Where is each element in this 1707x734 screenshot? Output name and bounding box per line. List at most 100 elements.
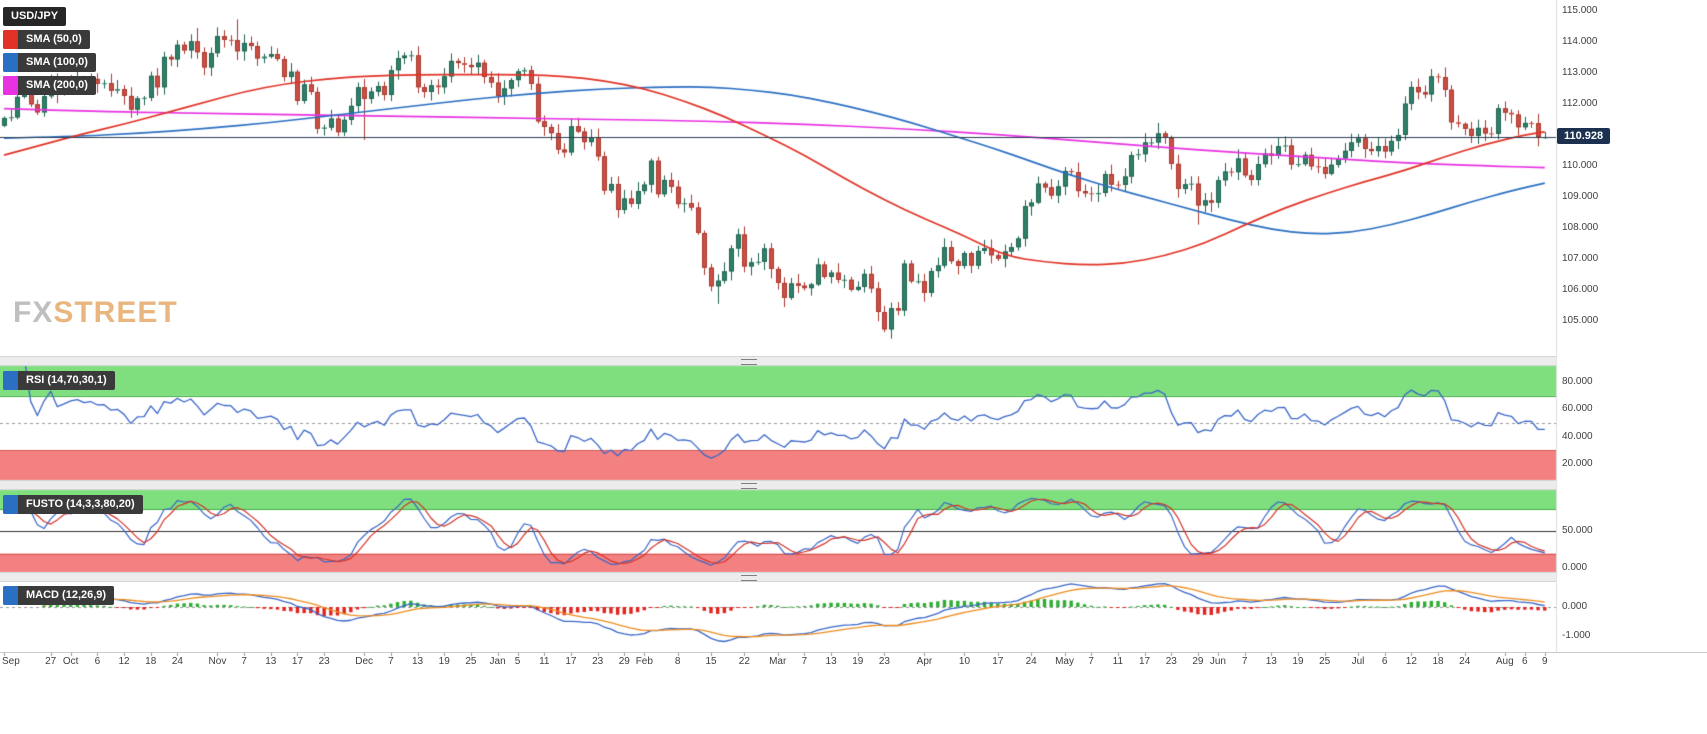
resize-grip-icon	[741, 483, 757, 489]
time-axis-label: Nov	[208, 656, 227, 667]
time-axis-label: 24	[1459, 656, 1471, 667]
rsi-color-chip	[3, 371, 18, 390]
time-axis-label: 23	[878, 656, 890, 667]
stochastic-label: FUSTO (14,3,3,80,20)	[26, 498, 135, 510]
time-axis-label: 13	[265, 656, 277, 667]
time-axis-line	[0, 652, 1707, 653]
time-axis-label: 22	[738, 656, 750, 667]
sma50-label: SMA (50,0)	[26, 33, 82, 45]
stoch-axis-label: 50.000	[1562, 525, 1593, 537]
time-axis-label: 23	[1165, 656, 1177, 667]
stochastic-legend-badge[interactable]: FUSTO (14,3,3,80,20)	[3, 495, 143, 514]
symbol-legend-badge[interactable]: USD/JPY	[3, 7, 67, 26]
time-axis-label: 17	[291, 656, 304, 667]
time-axis-label: 17	[565, 656, 577, 667]
time-axis-label: 7	[388, 656, 394, 667]
time-axis-label: Oct	[62, 656, 79, 667]
time-axis-label: 19	[1292, 656, 1304, 667]
time-axis-label: Sep	[2, 656, 20, 667]
macd-legend-badge[interactable]: MACD (12,26,9)	[3, 586, 115, 605]
time-axis-label: 15	[705, 656, 717, 667]
panel-resize-handle-stoch-macd[interactable]	[0, 572, 1556, 582]
sma200-legend-badge[interactable]: SMA (200,0)	[3, 76, 96, 95]
macd-axis-label: -1.000	[1562, 630, 1591, 642]
sma200-color-chip	[3, 76, 18, 95]
price-axis-label: 113.000	[1562, 67, 1598, 78]
time-axis-label: 25	[465, 656, 477, 667]
time-axis-label: 7	[241, 656, 247, 667]
time-axis-label: 19	[852, 656, 864, 667]
watermark-fx: FX	[13, 296, 54, 329]
price-axis-label: 105.000	[1562, 315, 1599, 326]
time-axis-label: 19	[438, 656, 450, 667]
time-axis-label: Jan	[489, 656, 506, 667]
price-axis-label: 109.000	[1562, 191, 1599, 202]
time-axis-label: 7	[801, 656, 808, 667]
price-axis-label: 107.000	[1562, 253, 1599, 264]
time-axis-label: 17	[1139, 656, 1151, 667]
time-axis-label: 6	[94, 656, 101, 667]
fxstreet-watermark: FXSTREET	[13, 296, 178, 330]
time-axis-label: 13	[411, 656, 424, 667]
time-axis-label: 29	[1192, 656, 1204, 667]
stochastic-color-chip	[3, 495, 18, 514]
rsi-legend-badge[interactable]: RSI (14,70,30,1)	[3, 371, 115, 390]
time-axis-label: 5	[514, 656, 521, 667]
resize-grip-icon	[741, 359, 757, 365]
price-axis-label: 108.000	[1562, 222, 1599, 233]
time-axis-label: May	[1055, 656, 1074, 667]
resize-grip-icon	[741, 575, 757, 581]
time-axis-label: Jun	[1209, 656, 1226, 667]
time-axis-label: 9	[1541, 656, 1548, 667]
time-axis-label: 25	[1319, 656, 1331, 667]
price-axis-label: 114.000	[1562, 36, 1598, 47]
rsi-axis-label: 20.000	[1562, 457, 1593, 469]
time-axis-label: 8	[674, 656, 681, 667]
time-axis-label: Aug	[1495, 656, 1514, 667]
macd-axis-label: 0.000	[1562, 601, 1588, 612]
macd-label: MACD (12,26,9)	[26, 589, 107, 601]
rsi-label: RSI (14,70,30,1)	[26, 374, 107, 386]
price-axis-label: 112.000	[1562, 98, 1598, 109]
time-axis-label: 10	[958, 656, 971, 667]
time-axis-label: 24	[171, 656, 183, 667]
panel-resize-handle-rsi-stoch[interactable]	[0, 480, 1556, 490]
last-price-badge: 110.928	[1557, 128, 1611, 145]
time-axis-label: 23	[592, 656, 604, 667]
time-axis-label: 11	[1112, 656, 1124, 667]
sma100-legend-badge[interactable]: SMA (100,0)	[3, 53, 96, 72]
symbol-label: USD/JPY	[11, 10, 59, 22]
time-axis-label: 24	[1025, 656, 1037, 667]
sma100-label: SMA (100,0)	[26, 56, 88, 68]
time-axis-label: Feb	[635, 656, 653, 667]
time-axis-label: Jul	[1351, 656, 1365, 667]
sma200-label: SMA (200,0)	[26, 79, 88, 91]
sma50-color-chip	[3, 30, 18, 49]
time-axis-label: Apr	[916, 656, 933, 667]
time-axis-label: 12	[1405, 656, 1417, 667]
rsi-axis-label: 60.000	[1562, 403, 1593, 415]
time-axis-label: 11	[539, 656, 550, 667]
sma50-legend-badge[interactable]: SMA (50,0)	[3, 30, 90, 49]
time-axis-label: Mar	[769, 656, 787, 667]
time-axis-label: 27	[45, 656, 57, 667]
rsi-axis-label: 40.000	[1562, 430, 1593, 442]
time-axis-label: 7	[1088, 656, 1094, 667]
price-axis-label: 115.000	[1562, 5, 1598, 16]
time-axis-label: 17	[992, 656, 1004, 667]
time-axis-label: 6	[1381, 656, 1388, 667]
time-axis-label: Dec	[355, 656, 374, 667]
time-axis-label: 18	[1432, 656, 1444, 667]
watermark-street: STREET	[53, 296, 178, 329]
time-axis-label: 13	[825, 656, 837, 667]
time-axis-label: 13	[1265, 656, 1277, 667]
time-axis-label: 12	[118, 656, 130, 667]
time-axis-label: 18	[145, 656, 157, 667]
panel-resize-handle-price-rsi[interactable]	[0, 356, 1556, 366]
time-axis-label: 7	[1241, 656, 1248, 667]
stoch-axis-label: 0.000	[1562, 562, 1588, 574]
time-axis-label: 29	[618, 656, 630, 667]
rsi-axis-label: 80.000	[1562, 376, 1593, 388]
